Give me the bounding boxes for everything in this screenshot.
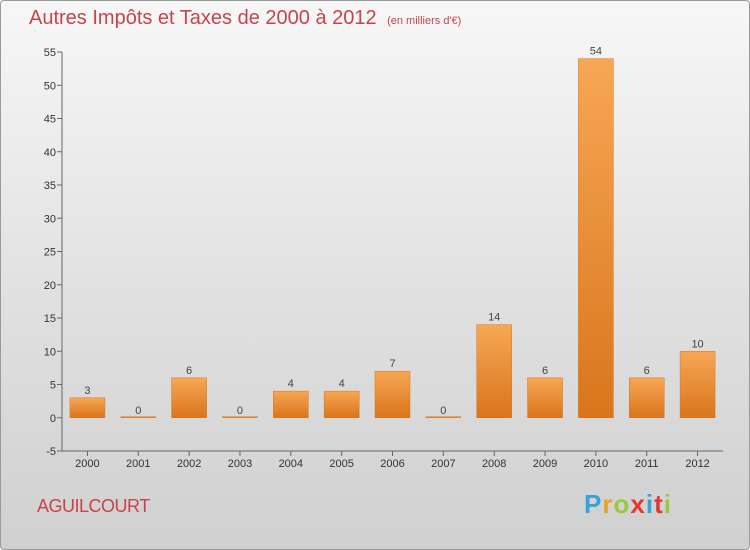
chart-title: Autres Impôts et Taxes de 2000 à 2012 (e… bbox=[29, 7, 461, 30]
data-label: 3 bbox=[84, 385, 90, 397]
logo-letter: P bbox=[584, 489, 603, 519]
chart-subtitle: (en milliers d'€) bbox=[387, 15, 462, 27]
logo-letter: i bbox=[645, 489, 655, 519]
bar bbox=[679, 351, 716, 418]
bar bbox=[222, 416, 258, 418]
bar bbox=[578, 58, 614, 419]
y-tick-label: 15 bbox=[44, 313, 56, 325]
logo-letter: o bbox=[613, 489, 631, 519]
y-tick-label: 50 bbox=[44, 80, 56, 92]
y-tick-label: 35 bbox=[44, 180, 56, 192]
data-label: 10 bbox=[691, 338, 703, 350]
y-tick-label: 40 bbox=[44, 147, 56, 159]
x-tick-label: 2006 bbox=[380, 458, 404, 470]
data-label: 4 bbox=[288, 378, 294, 390]
y-tick-label: 45 bbox=[44, 114, 56, 126]
x-tick-label: 2001 bbox=[126, 458, 150, 470]
y-tick-label: 25 bbox=[44, 247, 56, 259]
bar bbox=[476, 324, 512, 418]
data-label: 0 bbox=[440, 405, 446, 417]
x-tick-label: 2003 bbox=[228, 458, 252, 470]
bar bbox=[425, 416, 462, 418]
bar bbox=[323, 390, 360, 418]
bar bbox=[171, 377, 207, 419]
x-tick-label: 2005 bbox=[329, 458, 353, 470]
bar bbox=[69, 397, 106, 418]
bar bbox=[120, 416, 157, 418]
y-tick-label: -5 bbox=[46, 446, 56, 458]
logo-letter: x bbox=[630, 489, 646, 519]
x-tick-label: 2012 bbox=[685, 458, 709, 470]
chart-bars bbox=[69, 58, 716, 419]
data-label: 6 bbox=[644, 365, 650, 377]
logo-letter: r bbox=[602, 489, 614, 519]
logo-letter: t bbox=[654, 489, 664, 519]
y-tick-label: 30 bbox=[44, 213, 56, 225]
bar bbox=[527, 377, 563, 419]
data-label: 6 bbox=[186, 365, 192, 377]
x-tick-label: 2008 bbox=[482, 458, 506, 470]
y-tick-label: 0 bbox=[50, 413, 56, 425]
logo-letter: i bbox=[663, 489, 672, 519]
y-tick-label: 20 bbox=[44, 280, 56, 292]
y-tick-label: 10 bbox=[44, 346, 56, 358]
commune-name: AGUILCOURT bbox=[37, 496, 150, 516]
x-tick-label: 2010 bbox=[584, 458, 608, 470]
x-tick-label: 2009 bbox=[533, 458, 557, 470]
bar bbox=[374, 370, 411, 419]
chart-title-main: Autres Impôts et Taxes de 2000 à 2012 bbox=[29, 7, 377, 29]
chart-labels: 2000 3 2001 0 2002 6 2003 0 2004 4 2005 4 2006 7 2007 0… bbox=[75, 46, 710, 470]
x-tick-label: 2011 bbox=[635, 458, 659, 470]
y-tick-label: 55 bbox=[44, 47, 56, 59]
data-label: 6 bbox=[542, 365, 548, 377]
data-label: 0 bbox=[237, 405, 243, 417]
x-tick-label: 2004 bbox=[279, 458, 303, 470]
data-label: 7 bbox=[389, 358, 395, 370]
data-label: 0 bbox=[135, 405, 141, 417]
data-label: 4 bbox=[339, 378, 345, 390]
data-label: 54 bbox=[590, 46, 602, 58]
x-tick-label: 2007 bbox=[431, 458, 455, 470]
bar bbox=[273, 390, 309, 418]
y-tick-label: 5 bbox=[50, 380, 56, 392]
x-tick-label: 2000 bbox=[75, 458, 99, 470]
bar bbox=[628, 377, 665, 419]
data-label: 14 bbox=[488, 312, 500, 324]
x-tick-label: 2002 bbox=[177, 458, 201, 470]
proxiti-logo: Proxiti bbox=[584, 489, 672, 520]
